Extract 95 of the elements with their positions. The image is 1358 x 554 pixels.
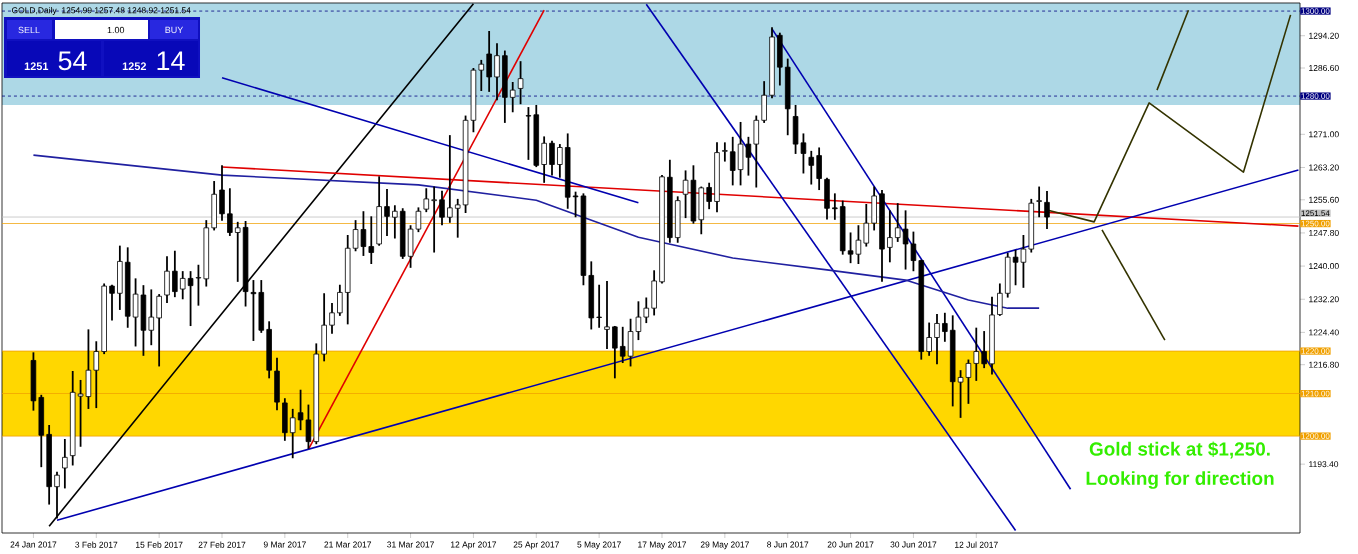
candlestick xyxy=(706,182,712,210)
candlestick xyxy=(981,331,987,369)
candlestick xyxy=(619,326,626,364)
annotation: 1.00 xyxy=(107,26,125,34)
y-tick-label: 1271.00 xyxy=(1309,131,1339,138)
x-tick-label: 5 May 2017 xyxy=(577,541,621,550)
x-tick-label: 12 Apr 2017 xyxy=(451,541,497,550)
y-tick-label: 1255.60 xyxy=(1309,196,1339,203)
candlestick xyxy=(368,216,375,265)
candlestick xyxy=(557,144,563,178)
candlestick xyxy=(439,190,445,226)
candlestick xyxy=(227,188,233,236)
candlestick xyxy=(887,210,893,263)
candlestick xyxy=(109,284,115,321)
candlestick xyxy=(93,341,100,409)
candlestick xyxy=(942,312,948,342)
y-tick-label: 1216.80 xyxy=(1309,361,1339,368)
x-tick-label: 9 Mar 2017 xyxy=(263,541,306,548)
candlestick xyxy=(934,314,940,365)
candlestick xyxy=(164,256,170,304)
candlestick xyxy=(517,61,524,105)
candlestick xyxy=(808,150,815,185)
candlestick xyxy=(494,43,500,101)
x-tick-label: 15 Feb 2017 xyxy=(136,541,183,548)
candlestick xyxy=(863,203,870,247)
candlestick xyxy=(753,115,760,188)
candlestick xyxy=(179,271,186,300)
annotation: Looking for direction xyxy=(1086,471,1274,489)
candlestick xyxy=(54,471,60,519)
annotation: Gold stick at $1,250. xyxy=(1089,441,1270,459)
annotation: 14 xyxy=(157,51,185,70)
y-tick-label: 1286.60 xyxy=(1309,65,1339,72)
candlestick xyxy=(894,203,901,242)
candlestick xyxy=(973,327,980,381)
x-tick-label: 31 Mar 2017 xyxy=(387,541,434,548)
x-tick-label: 3 Feb 2017 xyxy=(75,541,118,548)
candlestick xyxy=(447,135,453,223)
candlestick xyxy=(156,294,162,367)
candlestick xyxy=(486,30,492,92)
candlestick xyxy=(431,186,437,253)
candlestick xyxy=(250,280,257,341)
y-tick-label: 1294.20 xyxy=(1309,32,1339,39)
x-tick-label: 29 May 2017 xyxy=(700,541,749,550)
candlestick xyxy=(541,136,547,183)
candlestick xyxy=(384,189,390,236)
chart-subtitle: 1254.99 1257.48 1248.92 1251.54 xyxy=(62,7,191,14)
line-series xyxy=(32,154,1040,309)
candlestick xyxy=(612,325,618,379)
candlestick xyxy=(997,283,1003,316)
y-tick-label: 1224.40 xyxy=(1309,329,1339,336)
y-tick-label: 1240.00 xyxy=(1309,263,1339,270)
candlestick xyxy=(219,165,225,221)
candlestick xyxy=(604,280,610,350)
annotation: 1251 xyxy=(24,62,49,71)
candlestick xyxy=(172,250,178,298)
candlestick xyxy=(234,221,241,282)
candlestick xyxy=(926,322,932,356)
x-tick-label: 24 Jan 2017 xyxy=(10,541,57,548)
x-tick-label: 27 Feb 2017 xyxy=(198,541,246,548)
candlestick xyxy=(643,297,650,324)
candlestick xyxy=(832,193,838,220)
candlestick xyxy=(729,136,736,186)
annotation: SELL xyxy=(18,26,40,34)
annotation: 54 xyxy=(58,51,87,71)
candlestick xyxy=(329,303,335,334)
candlestick xyxy=(1044,190,1050,230)
annotation: BUY xyxy=(165,26,184,34)
x-tick-label: 25 Apr 2017 xyxy=(513,541,559,550)
candlestick xyxy=(816,147,822,191)
annotation: 1252 xyxy=(122,62,147,71)
x-tick-label: 20 Jun 2017 xyxy=(827,541,874,548)
candlestick xyxy=(549,140,555,176)
x-tick-label: 30 Jun 2017 xyxy=(890,541,937,548)
chart-title: GOLD,Daily xyxy=(11,7,57,15)
candlestick xyxy=(478,59,485,92)
y-tick-label: 1193.40 xyxy=(1309,461,1339,468)
y-tick-label: 1232.20 xyxy=(1309,296,1339,303)
candlestick xyxy=(454,198,461,238)
candlestick xyxy=(423,188,430,213)
candlestick xyxy=(1036,186,1042,218)
candlestick xyxy=(148,289,155,346)
candlestick xyxy=(337,284,343,316)
x-tick-label: 12 Jul 2017 xyxy=(955,541,998,548)
candlestick xyxy=(722,142,728,162)
candlestick xyxy=(596,284,602,328)
y-tick-label: 1247.80 xyxy=(1309,229,1339,236)
candlestick xyxy=(289,408,296,459)
candlestick xyxy=(392,205,398,239)
candlestick xyxy=(509,82,516,113)
x-tick-label: 17 May 2017 xyxy=(638,541,687,550)
candlestick xyxy=(525,107,532,160)
x-tick-label: 21 Mar 2017 xyxy=(324,541,372,548)
candlestick xyxy=(62,439,68,489)
y-tick-label: 1263.20 xyxy=(1309,164,1339,171)
x-tick-label: 8 Jun 2017 xyxy=(767,541,809,548)
